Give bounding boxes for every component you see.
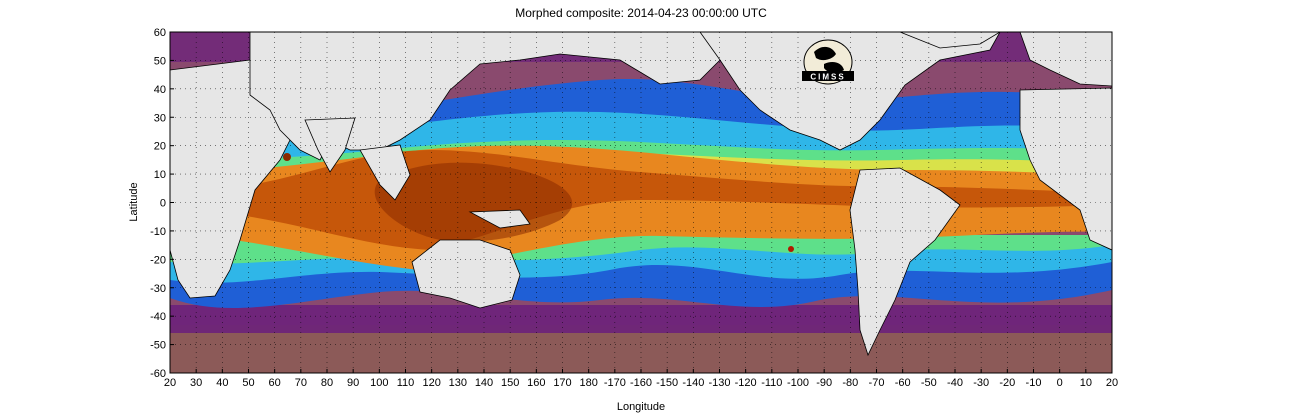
land-europe	[1019, 32, 1112, 87]
x-tick-label: 60	[269, 377, 281, 389]
x-tick-label: -140	[682, 377, 704, 389]
logo-mark	[814, 46, 844, 73]
x-tick-label: 160	[527, 377, 545, 389]
x-tick-label: -100	[787, 377, 809, 389]
x-tick-label: 30	[190, 377, 202, 389]
y-tick-label: -60	[150, 368, 166, 380]
x-tick-label: 170	[553, 377, 571, 389]
x-tick-label: 50	[242, 377, 254, 389]
x-tick-label: 120	[422, 377, 440, 389]
x-tick-label: -150	[656, 377, 678, 389]
x-tick-label: 70	[295, 377, 307, 389]
x-tick-label: 140	[475, 377, 493, 389]
x-tick-label: -10	[1026, 377, 1042, 389]
logo-banner	[802, 71, 854, 81]
x-tick-label: -40	[947, 377, 963, 389]
x-tick-label: 130	[449, 377, 467, 389]
land-layer	[170, 32, 1112, 357]
x-tick-label: -160	[630, 377, 652, 389]
y-tick-label: 40	[154, 84, 166, 96]
grid-lines	[170, 32, 1112, 373]
x-tick-label: 90	[347, 377, 359, 389]
y-tick-label: -50	[150, 340, 166, 352]
x-tick-label: -70	[869, 377, 885, 389]
x-tick-label: -130	[708, 377, 730, 389]
land-north-america	[699, 32, 1001, 151]
x-tick-label: 0	[1057, 377, 1063, 389]
y-tick-label: 0	[160, 198, 166, 210]
south-purple-band	[170, 305, 1112, 333]
x-tick-label: -50	[921, 377, 937, 389]
x-tick-label: 100	[370, 377, 388, 389]
y-tick-label: -30	[150, 283, 166, 295]
y-tick-label: -20	[150, 254, 166, 266]
map-plot-area	[170, 32, 1112, 373]
y-tick-label: -40	[150, 311, 166, 323]
x-axis: 20 30 40 50 60 70 80 90 100 110 120 130 140 150 160 170…	[164, 369, 1118, 389]
x-tick-label: -110	[761, 377, 782, 389]
x-tick-label: 150	[501, 377, 519, 389]
x-tick-label: -120	[735, 377, 757, 389]
y-tick-label: -10	[150, 226, 166, 238]
land-eurasia	[249, 32, 761, 161]
x-tick-label: 20	[164, 377, 176, 389]
x-tick-label: -80	[842, 377, 858, 389]
x-tick-label: -60	[895, 377, 911, 389]
x-tick-label: -170	[604, 377, 626, 389]
land-new-guinea	[468, 209, 531, 229]
x-tick-label: 180	[579, 377, 597, 389]
logo-text: CIMSS	[810, 73, 845, 82]
x-tick-label: 20	[1106, 377, 1118, 389]
x-tick-label: -30	[973, 377, 989, 389]
x-axis-title: Longitude	[617, 401, 665, 413]
y-axis-title: Latitude	[128, 182, 140, 221]
y-tick-label: 30	[154, 112, 166, 124]
x-tick-label: 110	[397, 377, 415, 389]
land-greenland	[899, 32, 1001, 49]
y-tick-label: 50	[154, 55, 166, 67]
land-se-asia	[359, 144, 411, 201]
hotspot-arabian-sea	[283, 153, 291, 161]
x-tick-label: 10	[1080, 377, 1092, 389]
y-axis: 60 50 40 30 20 10 0 -10 -20 -30 -40 -50 -60	[150, 27, 174, 380]
x-tick-label: -20	[999, 377, 1015, 389]
x-tick-label: 40	[216, 377, 228, 389]
hotspot-south-pacific	[788, 246, 794, 252]
y-tick-label: 20	[154, 141, 166, 153]
y-tick-label: 60	[154, 27, 166, 39]
land-south-america	[849, 167, 961, 357]
land-india	[304, 117, 356, 173]
x-tick-label: -90	[816, 377, 832, 389]
plot-title: Morphed composite: 2014-04-23 00:00:00 U…	[515, 6, 767, 20]
x-tick-label: 80	[321, 377, 333, 389]
cimss-logo: CIMSS	[802, 39, 854, 85]
y-tick-label: 10	[154, 169, 166, 181]
